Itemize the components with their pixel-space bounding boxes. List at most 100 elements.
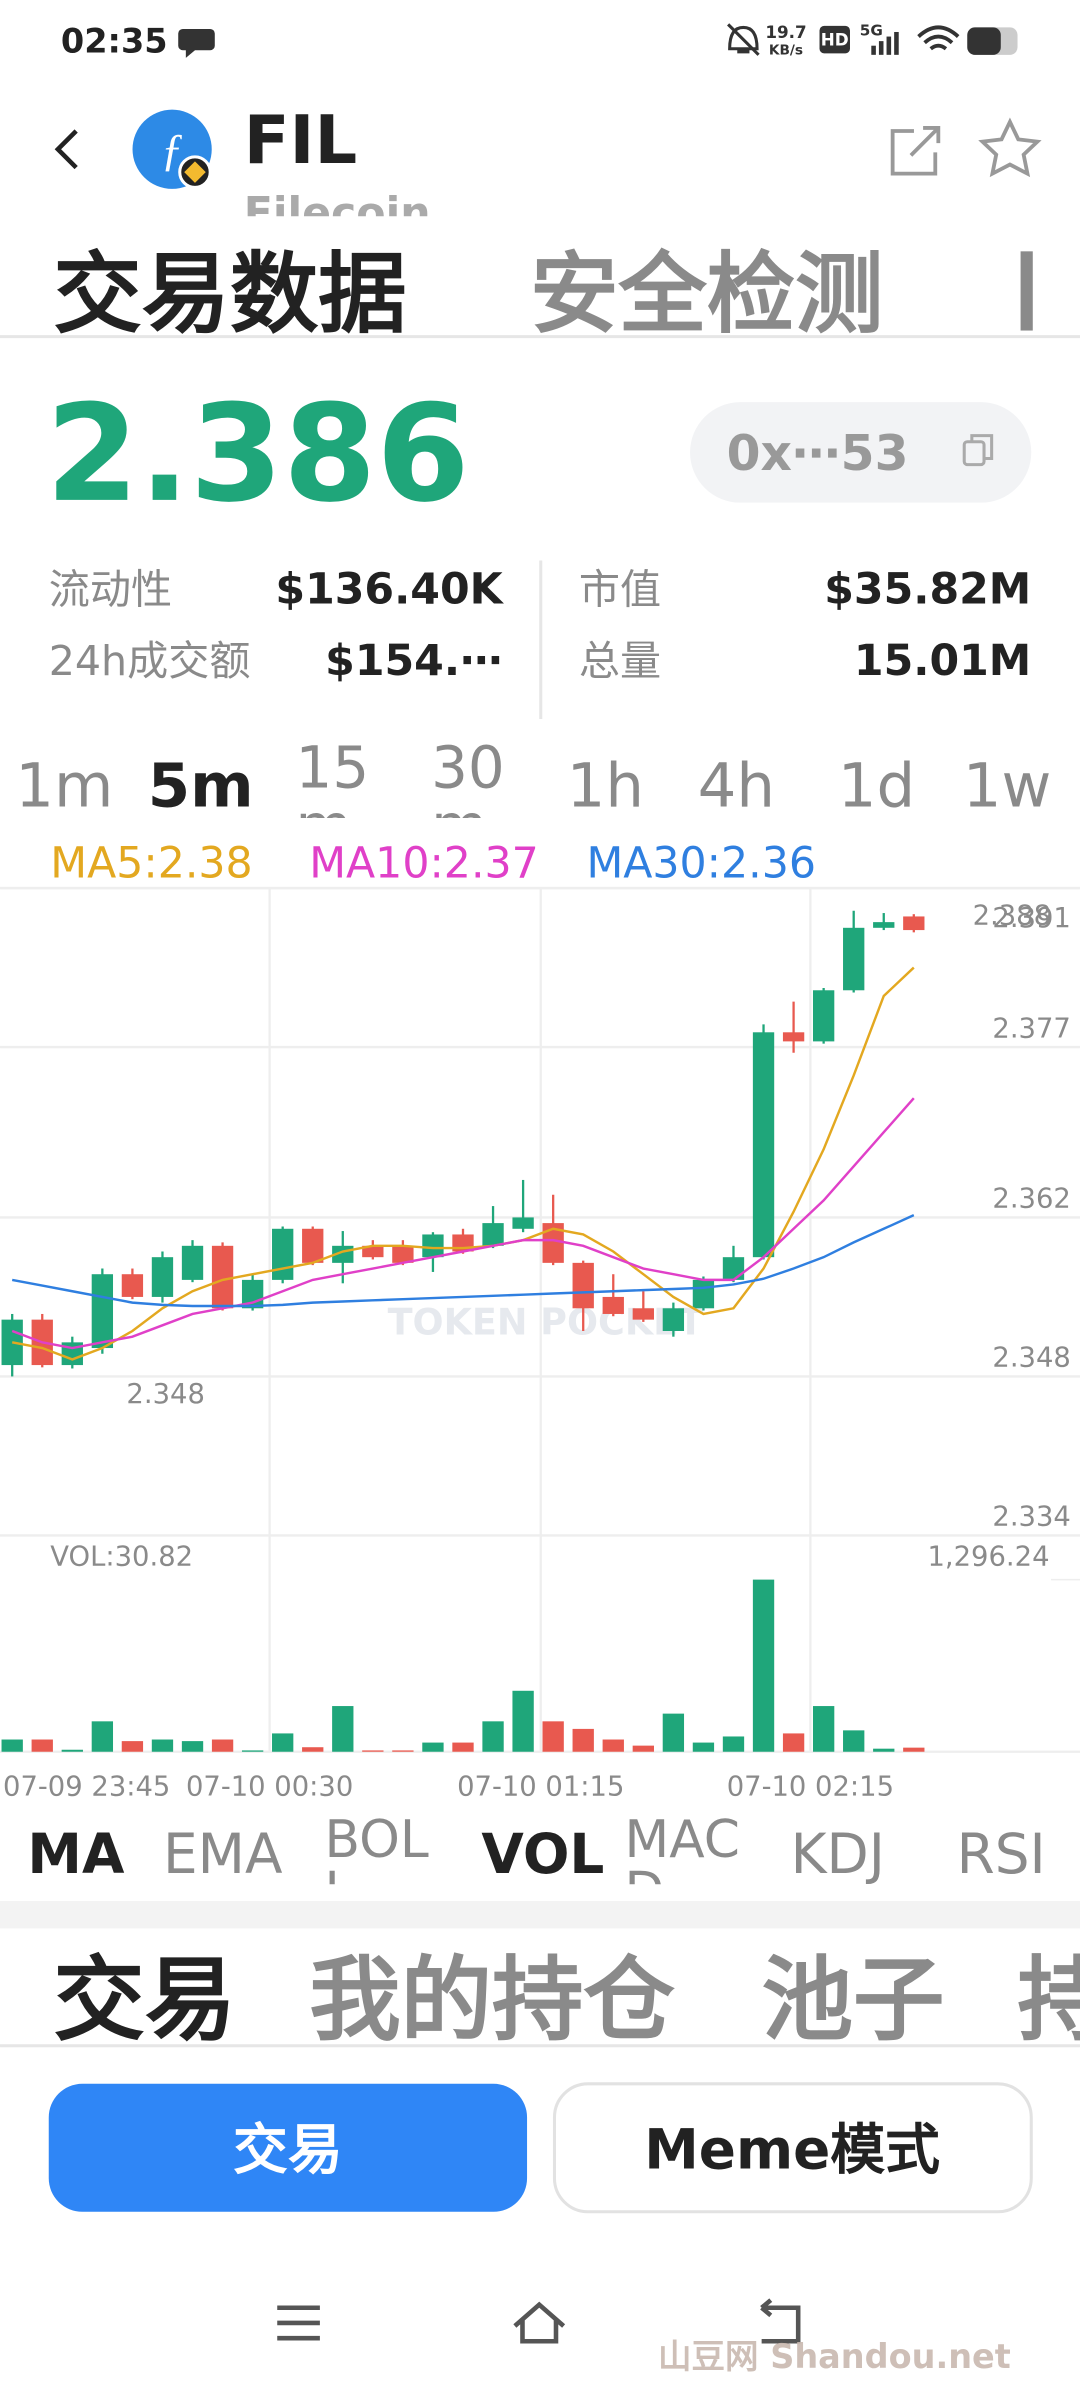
candle-body: [151, 1257, 174, 1297]
volume-bar: [452, 1742, 474, 1752]
address: 0x⋯53: [727, 426, 909, 482]
stat-value: $136.40K: [275, 564, 504, 614]
ma-line: [11, 1214, 915, 1308]
message-icon: [178, 28, 215, 58]
candle-body: [302, 1228, 324, 1263]
volume-bar: [241, 1750, 264, 1752]
volume-bar: [31, 1739, 53, 1752]
volume-bar: [903, 1747, 925, 1752]
candle-body: [542, 1223, 564, 1263]
y-tick-label: 2.334: [992, 1502, 1070, 1533]
share-button[interactable]: [890, 126, 941, 176]
interval[interactable]: 4h: [698, 750, 775, 821]
candle-body: [782, 1032, 805, 1042]
interval-text: 30m: [431, 738, 505, 818]
tab[interactable]: 安全检测: [530, 242, 883, 345]
volume-bar: [512, 1690, 534, 1752]
candle-body: [422, 1234, 444, 1258]
trade-button[interactable]: [48, 2083, 528, 2212]
volume-bar: [211, 1739, 234, 1752]
indicator[interactable]: MACD: [625, 1814, 777, 1890]
chain-badge-mark: [184, 161, 206, 183]
indicator-text: BOLL: [324, 1814, 429, 1884]
candle-body: [903, 916, 925, 931]
tab[interactable]: 持: [1018, 1947, 1080, 2054]
token-symbol: FIL: [244, 101, 357, 179]
hd-badge: [819, 25, 850, 54]
volume-bar: [722, 1736, 745, 1752]
candle-body: [91, 1274, 114, 1349]
candle-body: [121, 1274, 144, 1297]
last-price-label: 2.388: [973, 901, 1051, 932]
candle-body: [181, 1245, 204, 1280]
nav-menu[interactable]: [277, 2305, 320, 2341]
status-bar: 02:35 19.7 KB/s HD 5G: [61, 21, 1018, 61]
indicator-active[interactable]: VOL: [481, 1822, 604, 1886]
interval-text: 15m: [295, 738, 370, 818]
legend-entry: MA10:2.37: [309, 839, 539, 889]
candle-body: [482, 1223, 504, 1246]
legend-entry: MA5:2.38: [50, 839, 252, 889]
interval-active[interactable]: 5m: [148, 750, 254, 821]
meme-button[interactable]: [552, 2082, 1033, 2214]
stat-value: $35.82M: [824, 564, 1031, 614]
stat-label: 24h成交额: [49, 637, 251, 685]
copy-icon: [962, 434, 994, 467]
stat-value: $154.⋯: [325, 636, 503, 686]
volume-bar: [542, 1721, 564, 1752]
volume-bar: [332, 1706, 354, 1752]
ma-line: [11, 966, 915, 1361]
volume-bar: [392, 1750, 414, 1752]
candle-body: [632, 1308, 654, 1320]
volume-bar: [422, 1742, 444, 1752]
candle-body: [211, 1245, 234, 1309]
tab[interactable]: 池子: [762, 1947, 945, 2054]
stat-label: 流动性: [49, 565, 172, 613]
candle-body: [843, 927, 865, 991]
volume-bar: [1, 1739, 23, 1752]
interval[interactable]: 1m: [15, 750, 113, 821]
x-tick-label: 07-09 23:45: [3, 1771, 170, 1802]
y-tick-label: 2.391: [992, 903, 1070, 934]
tab[interactable]: 我的持仓: [309, 1947, 675, 2054]
nav-home[interactable]: [513, 2301, 566, 2344]
volume-bar: [181, 1741, 204, 1752]
interval[interactable]: 30m: [431, 739, 519, 818]
candle-body: [1, 1319, 23, 1366]
interval[interactable]: 1w: [963, 750, 1052, 821]
net-speed-unit: KB/s: [769, 42, 803, 58]
hd-text: HD: [821, 30, 849, 50]
signal-icon: [871, 31, 899, 55]
indicator[interactable]: BOLL: [324, 1814, 446, 1890]
volume-bar: [121, 1741, 144, 1752]
candle-body: [572, 1262, 594, 1309]
tab-active[interactable]: 交易数据: [53, 242, 406, 345]
indicator[interactable]: KDJ: [791, 1822, 885, 1886]
address-pill[interactable]: [690, 402, 1032, 503]
tab-active[interactable]: 交易: [53, 1947, 236, 2054]
interval[interactable]: 1h: [567, 750, 644, 821]
wifi-icon: [917, 25, 960, 51]
net-speed: 19.7: [765, 22, 806, 42]
indicator[interactable]: EMA: [163, 1822, 283, 1886]
battery-level: [967, 27, 1001, 55]
candle-body: [752, 1032, 775, 1258]
favorite-button[interactable]: [978, 117, 1042, 178]
nav-back[interactable]: [760, 2298, 801, 2344]
volume-bar: [482, 1721, 504, 1752]
token-name: Filecoin: [244, 188, 431, 238]
volume-tick-label: 1,296.24: [927, 1541, 1049, 1572]
stat-value: 15.01M: [854, 636, 1031, 686]
indicator[interactable]: RSI: [957, 1822, 1046, 1886]
y-tick-label: 2.362: [992, 1184, 1070, 1215]
interval[interactable]: 15m: [296, 739, 384, 818]
price: 2.386: [46, 376, 470, 532]
token-logo-glyph: ƒ: [161, 124, 184, 175]
volume-bar: [632, 1745, 654, 1752]
candle-body: [662, 1308, 685, 1332]
back-button[interactable]: [54, 129, 78, 170]
indicator-active[interactable]: MA: [27, 1822, 125, 1886]
interval[interactable]: 1d: [838, 750, 915, 821]
volume-bar: [782, 1733, 805, 1752]
